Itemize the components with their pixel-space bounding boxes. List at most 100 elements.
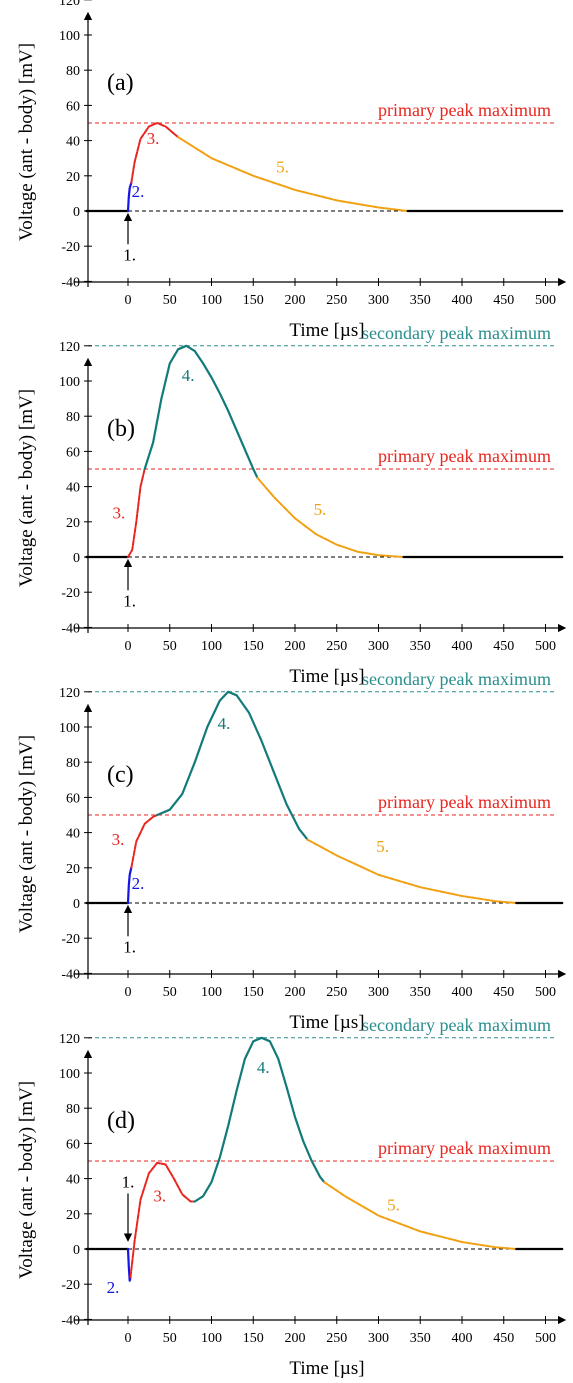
y-axis-title: Voltage (ant - body) [mV] <box>16 735 37 933</box>
x-tick-label: 100 <box>201 985 222 1000</box>
y-tick-label: 0 <box>73 1243 80 1258</box>
x-tick-label: 450 <box>493 293 514 308</box>
x-tick-label: 0 <box>125 293 132 308</box>
x-tick-label: 200 <box>285 639 306 654</box>
x-tick-label: 250 <box>326 639 347 654</box>
x-tick-label: 250 <box>326 293 347 308</box>
y-tick-label: -40 <box>61 1313 80 1328</box>
segment-label: 1. <box>123 591 136 610</box>
segment-label: 4. <box>182 366 195 385</box>
segment-label: 4. <box>218 714 231 733</box>
y-tick-label: 80 <box>66 756 80 771</box>
y-tick-label: 20 <box>66 862 80 877</box>
series-4-line <box>306 838 518 904</box>
reference-line-label: primary peak maximum <box>378 1138 551 1158</box>
y-tick-label: 60 <box>66 1137 80 1152</box>
x-tick-label: 0 <box>125 639 132 654</box>
x-tick-label: 300 <box>368 1331 389 1346</box>
series-4-line <box>323 1181 518 1250</box>
x-tick-label: 400 <box>452 1331 473 1346</box>
segment-label: 1. <box>122 1172 135 1191</box>
x-axis-title: Time [µs] <box>289 320 364 341</box>
x-tick-label: 450 <box>493 639 514 654</box>
x-tick-label: 150 <box>243 639 264 654</box>
panel-label: (b) <box>107 416 135 442</box>
segment-label: 5. <box>387 1195 400 1214</box>
y-tick-label: -40 <box>61 275 80 290</box>
segment-label: 3. <box>112 830 125 849</box>
y-tick-label: 100 <box>59 375 80 390</box>
x-tick-label: 50 <box>163 293 177 308</box>
series-1-line <box>126 1247 132 1282</box>
y-tick-label: 120 <box>59 1032 80 1047</box>
x-tick-label: 200 <box>285 293 306 308</box>
reference-line-label: secondary peak maximum <box>362 669 551 689</box>
y-tick-label: 40 <box>66 481 80 496</box>
segment-label: 2. <box>132 182 145 201</box>
y-tick-label: 0 <box>73 897 80 912</box>
y-tick-label: 120 <box>59 0 80 9</box>
x-tick-label: 350 <box>410 293 431 308</box>
segment-label: 1. <box>123 245 136 264</box>
series-3-line <box>193 1036 326 1203</box>
y-tick-label: 60 <box>66 791 80 806</box>
reference-line-label: primary peak maximum <box>378 446 551 466</box>
series-2-line <box>130 122 180 184</box>
panel-label: (c) <box>107 762 134 788</box>
x-tick-label: 200 <box>285 1331 306 1346</box>
series-1-line <box>126 181 133 213</box>
x-tick-label: 100 <box>201 639 222 654</box>
x-tick-label: 0 <box>125 985 132 1000</box>
y-tick-label: -40 <box>61 967 80 982</box>
y-tick-label: 100 <box>59 1067 80 1082</box>
x-tick-label: 350 <box>410 985 431 1000</box>
reference-line-label: primary peak maximum <box>378 100 551 120</box>
series-2-line <box>130 814 159 869</box>
y-axis-title: Voltage (ant - body) [mV] <box>16 389 37 587</box>
x-tick-label: 200 <box>285 985 306 1000</box>
segment-label: 5. <box>276 157 289 176</box>
series-1-line <box>126 866 133 905</box>
segment-label: 3. <box>147 129 160 148</box>
y-tick-label: -20 <box>61 932 80 947</box>
segment-label: 2. <box>132 874 145 893</box>
x-tick-label: 300 <box>368 985 389 1000</box>
x-tick-label: 350 <box>410 639 431 654</box>
segment-label: 3. <box>153 1186 166 1205</box>
y-tick-label: 60 <box>66 99 80 114</box>
x-axis-title: Time [µs] <box>289 1012 364 1033</box>
y-tick-label: 80 <box>66 410 80 425</box>
x-tick-label: 300 <box>368 293 389 308</box>
panel-2: secondary peak maximum primary peak maxim… <box>16 669 567 1033</box>
x-tick-label: 100 <box>201 293 222 308</box>
y-tick-label: 0 <box>73 205 80 220</box>
segment-label: 5. <box>376 837 389 856</box>
y-tick-label: -20 <box>61 586 80 601</box>
y-tick-label: 20 <box>66 516 80 531</box>
y-axis-title: Voltage (ant - body) [mV] <box>16 43 37 241</box>
x-tick-label: 50 <box>163 639 177 654</box>
x-tick-label: 450 <box>493 1331 514 1346</box>
series-3-line <box>156 690 309 841</box>
series-2-line <box>143 344 259 479</box>
y-tick-label: -40 <box>61 621 80 636</box>
x-tick-label: 100 <box>201 1331 222 1346</box>
x-tick-label: 150 <box>243 1331 264 1346</box>
panel-3: secondary peak maximum primary peak maxim… <box>16 1015 567 1379</box>
segment-label: 3. <box>112 503 125 522</box>
x-tick-label: 0 <box>125 1331 132 1346</box>
reference-line-label: primary peak maximum <box>378 792 551 812</box>
reference-line-label: secondary peak maximum <box>362 323 551 343</box>
x-tick-label: 500 <box>535 985 556 1000</box>
y-tick-label: 40 <box>66 135 80 150</box>
y-tick-label: 100 <box>59 29 80 44</box>
x-tick-label: 500 <box>535 293 556 308</box>
y-tick-label: 40 <box>66 1173 80 1188</box>
y-tick-label: 80 <box>66 64 80 79</box>
segment-label: 5. <box>314 500 327 519</box>
x-tick-label: 50 <box>163 985 177 1000</box>
x-tick-label: 150 <box>243 293 264 308</box>
x-tick-label: 300 <box>368 639 389 654</box>
y-tick-label: 40 <box>66 827 80 842</box>
